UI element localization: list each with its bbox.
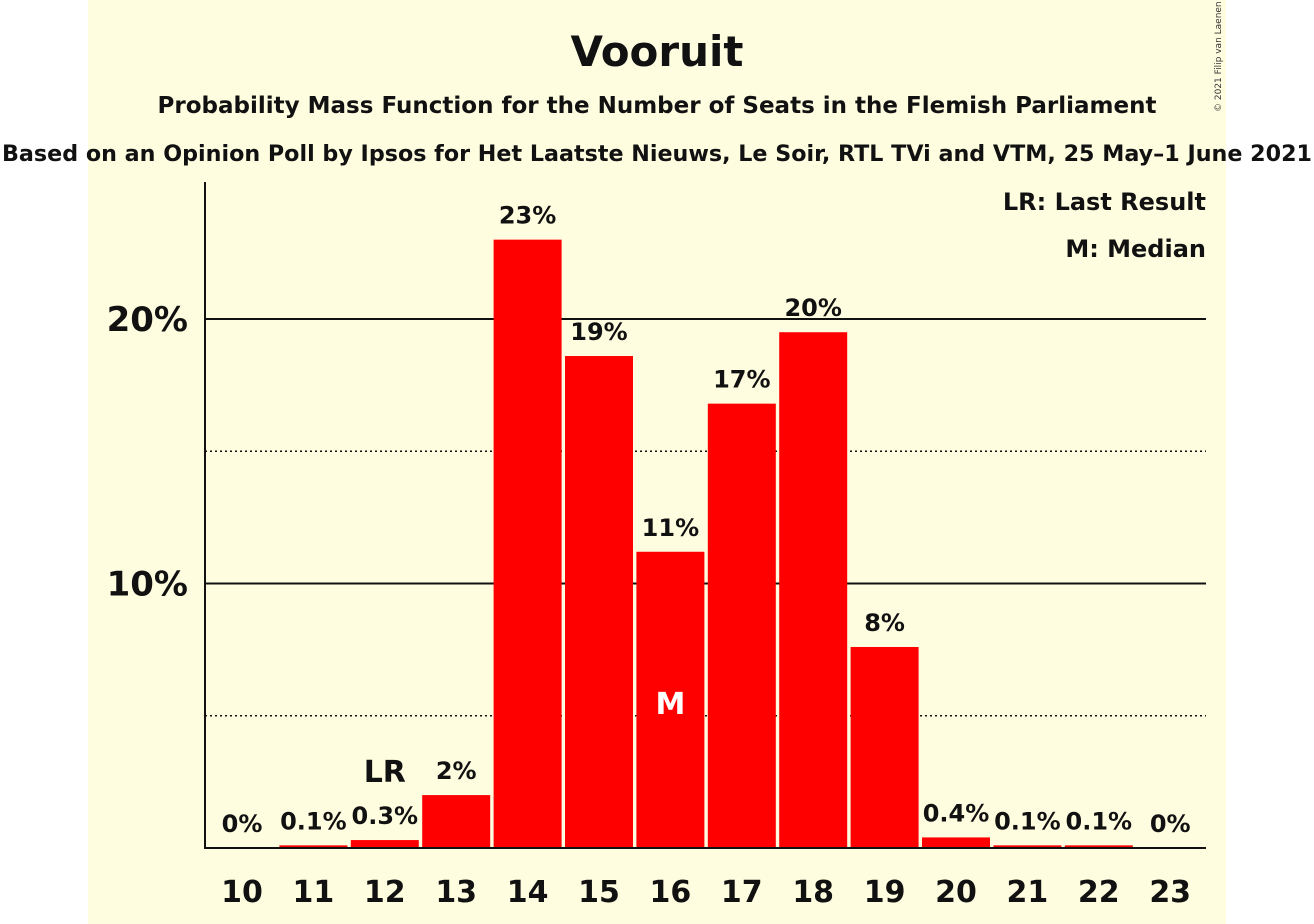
data-label: 0%: [222, 810, 263, 838]
data-label: 23%: [499, 202, 556, 230]
x-tick-label: 12: [364, 875, 406, 910]
bar-seats-12: [350, 840, 419, 848]
bar-seats-11: [279, 845, 348, 848]
x-tick-label: 13: [435, 875, 477, 910]
chart-subtitle: Probability Mass Function for the Number…: [158, 93, 1157, 119]
axes: 10% 20% 10 11 12 13 14 15 16 17 18 19 20 21 22 23: [107, 182, 1206, 910]
y-tick-label: 20%: [107, 300, 188, 340]
last-result-marker: LR: [364, 755, 406, 790]
chart-subtitle-source: Based on an Opinion Poll by Ipsos for He…: [2, 142, 1312, 167]
x-tick-label: 20: [935, 875, 977, 910]
x-tick-label: 11: [293, 875, 335, 910]
bar-seats-14: [493, 239, 562, 848]
legend-median: M: Median: [1065, 235, 1206, 263]
data-label: 0.1%: [994, 807, 1061, 835]
x-tick-label: 14: [507, 875, 549, 910]
y-tick-label: 10%: [107, 565, 188, 605]
data-label: 0%: [1150, 810, 1191, 838]
bar-seats-17: [707, 403, 776, 848]
bar-seats-20: [922, 837, 990, 848]
bar-seats-13: [422, 795, 491, 848]
data-label: 0.1%: [280, 807, 347, 835]
x-tick-label: 18: [792, 875, 834, 910]
data-label: 19%: [570, 318, 627, 346]
chart-title: Vooruit: [570, 27, 743, 76]
x-tick-label: 16: [650, 875, 692, 910]
bar-seats-15: [565, 356, 633, 848]
x-tick-label: 19: [864, 875, 906, 910]
bar-seats-16: [636, 551, 705, 848]
bar-seats-19: [850, 646, 919, 848]
data-label: 17%: [713, 366, 770, 394]
data-label: 0.1%: [1066, 807, 1133, 835]
x-tick-label: 10: [221, 875, 263, 910]
data-label: 0.3%: [352, 802, 419, 830]
data-label: 20%: [784, 294, 841, 322]
bars: [279, 239, 1133, 849]
x-tick-label: 22: [1078, 875, 1120, 910]
data-label: 0.4%: [923, 799, 990, 827]
x-tick-label: 17: [721, 875, 763, 910]
bar-seats-22: [1064, 845, 1133, 848]
legend-last-result: LR: Last Result: [1003, 188, 1206, 216]
median-marker: M: [655, 687, 685, 722]
copyright-notice: © 2021 Filip van Laenen: [1214, 1, 1224, 112]
x-tick-label: 15: [578, 875, 620, 910]
gridlines: [205, 318, 1206, 717]
bar-seats-21: [993, 845, 1062, 848]
data-label: 8%: [864, 609, 905, 637]
bar-seats-18: [779, 332, 848, 849]
x-tick-label: 21: [1007, 875, 1049, 910]
x-tick-label: 23: [1149, 875, 1191, 910]
data-labels: 0% 0.1% 0.3%LR 2%23%19%11%M17%20%8%0.4% 0.1%…: [222, 202, 1191, 838]
data-label: 2%: [436, 757, 477, 785]
data-label: 11%: [642, 514, 699, 542]
